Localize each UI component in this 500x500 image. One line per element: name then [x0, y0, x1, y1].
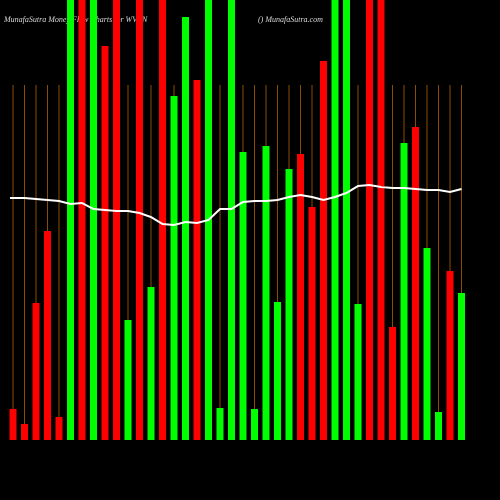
- bar: [412, 127, 419, 440]
- bar: [423, 248, 431, 440]
- bar: [182, 17, 189, 440]
- bar: [389, 327, 396, 440]
- bar: [354, 304, 362, 440]
- bar: [285, 169, 293, 440]
- bar: [136, 0, 143, 440]
- bar: [251, 409, 258, 440]
- bar: [216, 408, 224, 440]
- bar: [193, 80, 201, 440]
- bar: [78, 0, 86, 440]
- bar: [343, 0, 350, 440]
- bar: [366, 0, 373, 440]
- bar: [400, 143, 408, 440]
- bar: [297, 154, 304, 440]
- flow-line: [10, 183, 462, 227]
- chart-title: MunafaSutra Money Flow Charts for WVBN: [3, 15, 148, 24]
- bar: [458, 293, 465, 440]
- chart-subtitle: () MunafaSutra.com: [258, 15, 323, 24]
- bar: [21, 424, 28, 440]
- bar: [9, 409, 17, 440]
- bar: [320, 61, 327, 440]
- bar: [124, 320, 132, 440]
- bar: [239, 152, 247, 440]
- bar: [435, 412, 442, 440]
- bar: [44, 231, 51, 440]
- bar: [147, 287, 155, 440]
- bar: [308, 207, 316, 440]
- bar: [377, 0, 385, 440]
- bar: [170, 96, 178, 440]
- bar: [101, 46, 109, 440]
- bar: [262, 146, 270, 440]
- bar: [159, 0, 166, 440]
- bar: [113, 0, 120, 440]
- bar: [274, 302, 281, 440]
- bar: [55, 417, 63, 440]
- bar: [67, 0, 74, 440]
- bar: [32, 303, 40, 440]
- bar: [228, 0, 235, 440]
- bar: [331, 0, 339, 440]
- bar: [446, 271, 454, 440]
- bar: [90, 0, 97, 440]
